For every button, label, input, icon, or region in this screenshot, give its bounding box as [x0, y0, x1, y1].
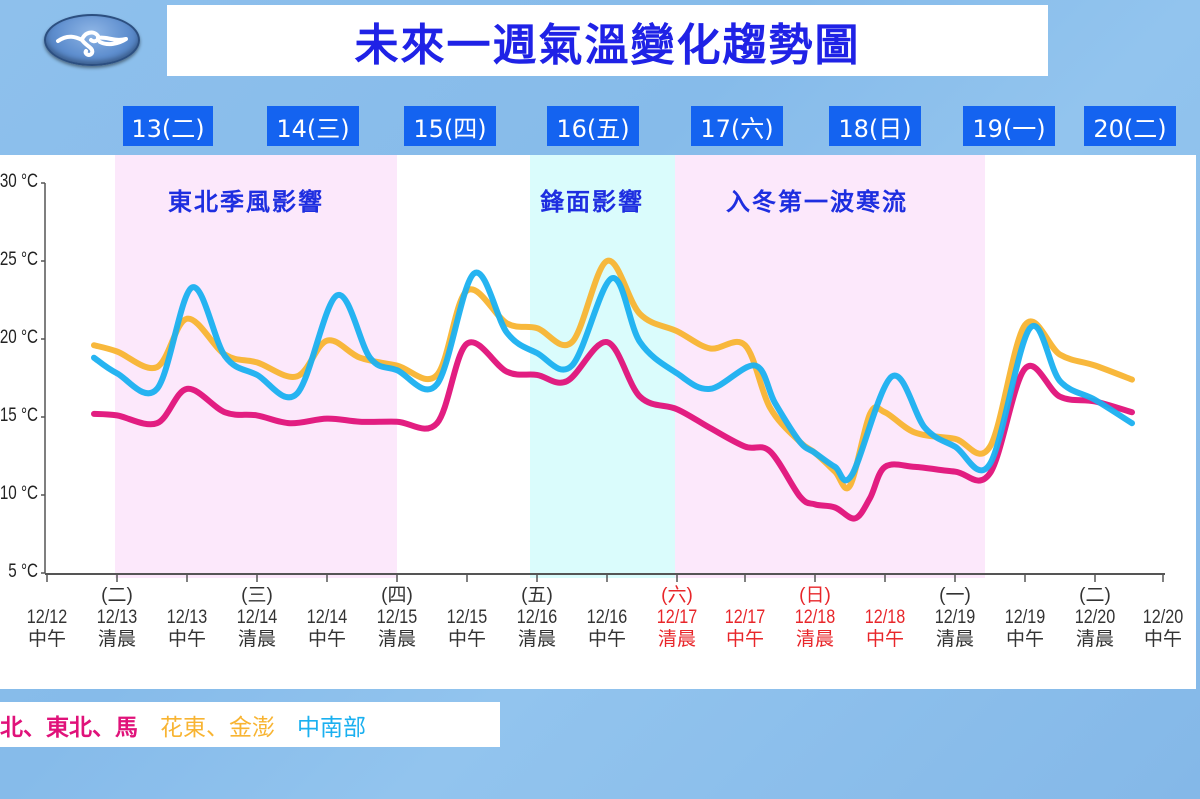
x-tick-label: 12/19 中午 — [1004, 607, 1046, 650]
day-label-2: 15(四) — [404, 106, 496, 146]
band-label-1: 鋒面影響 — [540, 188, 644, 216]
legend: 北、東北、馬 花東、金澎 中南部 — [0, 702, 500, 747]
page-title: 未來一週氣溫變化趨勢圖 — [354, 19, 861, 71]
series-line-0 — [91, 339, 1135, 522]
x-tick-label: 12/20 中午 — [1142, 607, 1184, 650]
temperature-chart: 東北季風影響 鋒面影響 入冬第一波寒流 30 °C 25 °C 20 °C 15 °C 10 … — [0, 155, 1196, 689]
y-tick-label: 15 °C — [0, 405, 38, 426]
series-line-1 — [91, 257, 1135, 492]
x-tick-label: (一) 12/19 清晨 — [934, 585, 976, 650]
x-tick-label: (四) 12/15 清晨 — [376, 585, 418, 650]
day-label-3: 16(五) — [547, 106, 639, 146]
x-tick-label: 12/14 中午 — [306, 607, 348, 650]
series-line-2 — [91, 269, 1135, 484]
x-tick-label: (五) 12/16 清晨 — [516, 585, 558, 650]
day-label-5: 18(日) — [829, 106, 921, 146]
day-label-6: 19(一) — [963, 106, 1055, 146]
y-tick-label: 10 °C — [0, 483, 38, 504]
x-tick-label: (六) 12/17 清晨 — [656, 585, 698, 650]
x-tick-label: 12/17 中午 — [724, 607, 766, 650]
day-label-4: 17(六) — [691, 106, 783, 146]
chart-canvas — [41, 155, 1165, 582]
title-banner: 未來一週氣溫變化趨勢圖 — [167, 5, 1048, 76]
y-tick-label: 25 °C — [0, 249, 38, 270]
legend-item-1: 花東、金澎 — [160, 714, 275, 741]
legend-item-0: 北、東北、馬 — [0, 714, 138, 741]
x-tick-label: 12/12 中午 — [26, 607, 68, 650]
x-tick-label: (二) 12/20 清晨 — [1074, 585, 1116, 650]
cwb-logo — [44, 14, 140, 66]
cloud-swirl-icon — [56, 30, 128, 57]
x-tick-label: 12/15 中午 — [446, 607, 488, 650]
day-label-0: 13(二) — [123, 106, 213, 146]
y-tick-label: 20 °C — [0, 327, 38, 348]
band-2 — [675, 155, 985, 578]
y-tick-label: 5 °C — [8, 561, 38, 582]
day-label-1: 14(三) — [267, 106, 359, 146]
band-label-2: 入冬第一波寒流 — [726, 188, 908, 216]
x-tick-label: 12/16 中午 — [586, 607, 628, 650]
x-tick-label: (日) 12/18 清晨 — [794, 585, 836, 650]
x-tick-label: 12/18 中午 — [864, 607, 906, 650]
band-label-0: 東北季風影響 — [168, 188, 324, 216]
y-tick-label: 30 °C — [0, 171, 38, 192]
x-tick-label: (二) 12/13 清晨 — [96, 585, 138, 650]
day-label-7: 20(二) — [1084, 106, 1176, 146]
x-tick-label: 12/13 中午 — [166, 607, 208, 650]
legend-item-2: 中南部 — [297, 714, 366, 741]
x-tick-label: (三) 12/14 清晨 — [236, 585, 278, 650]
